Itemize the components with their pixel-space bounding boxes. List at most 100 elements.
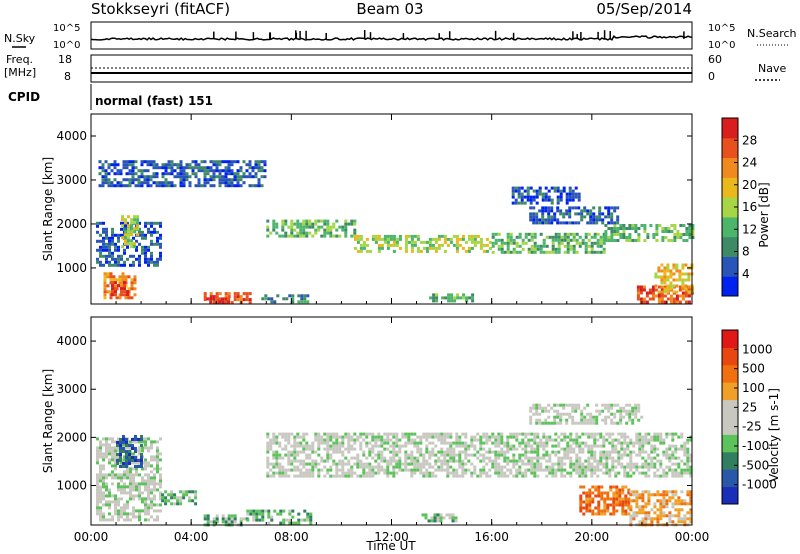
data-cell bbox=[156, 515, 159, 519]
data-cell bbox=[117, 446, 120, 450]
data-cell bbox=[548, 435, 552, 439]
data-cell bbox=[338, 225, 342, 229]
data-cell bbox=[185, 175, 189, 179]
data-cell bbox=[146, 181, 150, 185]
data-cell bbox=[511, 189, 515, 193]
data-cell bbox=[569, 247, 573, 251]
data-cell bbox=[638, 444, 642, 448]
data-cell bbox=[335, 432, 339, 436]
data-cell bbox=[671, 474, 675, 478]
data-cell bbox=[644, 474, 648, 478]
data-cell bbox=[159, 494, 162, 498]
data-cell bbox=[161, 181, 165, 185]
data-cell bbox=[660, 288, 664, 292]
data-cell bbox=[689, 517, 693, 521]
data-cell bbox=[314, 462, 318, 466]
data-cell bbox=[300, 300, 304, 304]
data-cell bbox=[529, 195, 533, 199]
data-cell bbox=[524, 471, 528, 475]
x-tick-label: 00:00 bbox=[74, 530, 109, 544]
data-cell bbox=[600, 509, 604, 513]
data-cell bbox=[374, 438, 378, 442]
data-cell bbox=[632, 514, 636, 518]
data-cell bbox=[437, 465, 441, 469]
data-cell bbox=[488, 246, 492, 250]
data-cell bbox=[236, 175, 240, 179]
data-cell bbox=[159, 242, 162, 246]
data-cell bbox=[299, 450, 303, 454]
data-cell bbox=[122, 163, 126, 167]
data-cell bbox=[323, 465, 327, 469]
data-cell bbox=[530, 250, 534, 254]
data-cell bbox=[284, 444, 288, 448]
data-cell bbox=[128, 178, 132, 182]
data-cell bbox=[620, 465, 624, 469]
data-cell bbox=[597, 500, 601, 504]
data-cell bbox=[416, 234, 420, 238]
data-cell bbox=[542, 444, 546, 448]
data-cell bbox=[306, 518, 310, 522]
data-cell bbox=[557, 247, 561, 251]
data-cell bbox=[476, 474, 480, 478]
data-cell bbox=[272, 432, 276, 436]
data-cell bbox=[491, 241, 495, 245]
data-cell bbox=[179, 163, 183, 167]
data-cell bbox=[604, 206, 608, 210]
data-cell bbox=[99, 488, 102, 492]
data-cell bbox=[123, 287, 126, 291]
data-cell bbox=[557, 462, 561, 466]
data-cell bbox=[96, 221, 99, 225]
data-cell bbox=[432, 293, 436, 297]
data-cell bbox=[99, 500, 102, 504]
data-cell bbox=[610, 406, 614, 410]
data-cell bbox=[137, 184, 141, 188]
data-cell bbox=[102, 245, 105, 249]
data-cell bbox=[587, 462, 591, 466]
data-cell bbox=[639, 300, 643, 304]
data-cell bbox=[518, 244, 522, 248]
data-cell bbox=[320, 435, 324, 439]
data-cell bbox=[117, 254, 120, 258]
data-cell bbox=[677, 496, 681, 500]
data-cell bbox=[650, 465, 654, 469]
data-cell bbox=[386, 441, 390, 445]
data-cell bbox=[302, 471, 306, 475]
data-cell bbox=[105, 452, 108, 456]
data-cell bbox=[467, 444, 471, 448]
data-cell bbox=[371, 474, 375, 478]
data-cell bbox=[675, 297, 679, 301]
data-cell bbox=[647, 511, 651, 515]
data-cell bbox=[674, 444, 678, 448]
data-cell bbox=[108, 461, 111, 465]
data-cell bbox=[548, 456, 552, 460]
colorbar-swatch bbox=[722, 118, 738, 139]
data-cell bbox=[161, 184, 165, 188]
data-cell bbox=[631, 227, 635, 230]
data-cell bbox=[353, 246, 357, 250]
data-cell bbox=[454, 519, 458, 523]
data-cell bbox=[675, 263, 679, 267]
data-cell bbox=[485, 438, 489, 442]
data-cell bbox=[541, 198, 545, 202]
data-cell bbox=[556, 412, 560, 416]
data-cell bbox=[527, 238, 531, 242]
data-cell bbox=[602, 441, 606, 445]
data-cell bbox=[404, 435, 408, 439]
data-cell bbox=[617, 462, 621, 466]
colorbar-frame bbox=[721, 329, 739, 505]
data-cell bbox=[476, 438, 480, 442]
data-cell bbox=[191, 160, 195, 164]
data-cell bbox=[105, 494, 108, 498]
data-cell bbox=[119, 169, 123, 173]
data-cell bbox=[627, 512, 631, 516]
data-cell bbox=[365, 243, 369, 247]
data-cell bbox=[344, 231, 348, 235]
data-cell bbox=[509, 435, 513, 439]
data-cell bbox=[96, 473, 99, 477]
data-cell bbox=[129, 254, 132, 258]
data-cell bbox=[123, 485, 126, 489]
data-cell bbox=[616, 239, 620, 242]
data-cell bbox=[550, 221, 554, 225]
data-cell bbox=[164, 502, 168, 506]
data-cell bbox=[138, 449, 141, 453]
